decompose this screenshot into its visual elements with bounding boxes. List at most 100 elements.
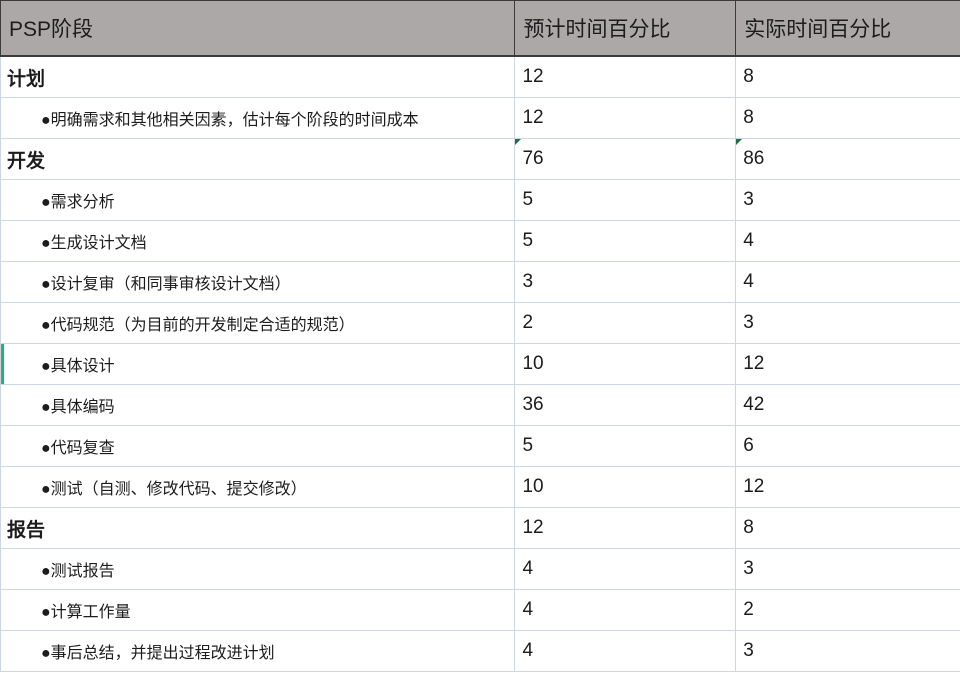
actual-percent-cell[interactable]: 8 bbox=[736, 508, 960, 548]
stage-cell-text: ●计算工作量 bbox=[41, 604, 131, 621]
actual-percent-cell-text: 4 bbox=[743, 271, 754, 292]
column-header-psp-stage[interactable]: PSP阶段 bbox=[1, 1, 516, 55]
table-row: ●事后总结，并提出过程改进计划 4 3 bbox=[0, 631, 960, 672]
actual-percent-cell[interactable]: 2 bbox=[736, 590, 960, 630]
stage-cell[interactable]: ●具体设计 bbox=[1, 344, 516, 384]
estimated-percent-cell[interactable]: 5 bbox=[515, 221, 737, 261]
estimated-percent-cell-text: 4 bbox=[522, 599, 534, 620]
estimated-percent-cell-text: 5 bbox=[522, 189, 534, 210]
table-row: ●明确需求和其他相关因素，估计每个阶段的时间成本 12 8 bbox=[0, 98, 960, 139]
estimated-percent-cell-text: 5 bbox=[522, 230, 534, 251]
estimated-percent-cell[interactable]: 76 bbox=[515, 139, 737, 179]
estimated-percent-cell-text: 36 bbox=[522, 394, 544, 415]
estimated-percent-cell[interactable]: 3 bbox=[515, 262, 737, 302]
stage-cell[interactable]: ●代码规范（为目前的开发制定合适的规范） bbox=[1, 303, 516, 343]
estimated-percent-cell[interactable]: 2 bbox=[515, 303, 737, 343]
actual-percent-cell[interactable]: 3 bbox=[736, 631, 960, 671]
estimated-percent-cell[interactable]: 10 bbox=[515, 344, 737, 384]
estimated-percent-cell[interactable]: 10 bbox=[515, 467, 737, 507]
actual-percent-cell-text: 3 bbox=[743, 640, 754, 661]
actual-percent-cell[interactable]: 4 bbox=[736, 262, 960, 302]
stage-cell[interactable]: 开发 bbox=[1, 139, 516, 179]
actual-percent-cell-text: 3 bbox=[743, 189, 754, 210]
actual-percent-cell-text: 2 bbox=[743, 599, 754, 620]
estimated-percent-cell[interactable]: 4 bbox=[515, 549, 737, 589]
actual-percent-cell-text: 12 bbox=[743, 353, 765, 374]
stage-cell[interactable]: ●计算工作量 bbox=[1, 590, 516, 630]
stage-cell-text: ●代码复查 bbox=[41, 440, 115, 457]
stage-cell[interactable]: ●明确需求和其他相关因素，估计每个阶段的时间成本 bbox=[1, 98, 516, 138]
stage-cell[interactable]: 报告 bbox=[1, 508, 516, 548]
actual-percent-cell[interactable]: 8 bbox=[736, 57, 960, 97]
stage-cell-text: ●设计复审（和同事审核设计文档） bbox=[41, 276, 291, 293]
estimated-percent-cell[interactable]: 12 bbox=[515, 98, 737, 138]
actual-percent-cell[interactable]: 3 bbox=[736, 303, 960, 343]
estimated-percent-cell-text: 12 bbox=[522, 517, 544, 538]
estimated-percent-cell[interactable]: 12 bbox=[515, 508, 737, 548]
estimated-percent-cell-text: 10 bbox=[522, 353, 544, 374]
actual-percent-cell-text: 6 bbox=[743, 435, 754, 456]
table-row: ●需求分析 5 3 bbox=[0, 180, 960, 221]
stage-cell-text: ●测试报告 bbox=[41, 563, 115, 580]
stage-cell[interactable]: ●需求分析 bbox=[1, 180, 516, 220]
actual-percent-cell-text: 86 bbox=[743, 148, 765, 169]
table-row: ●测试报告 4 3 bbox=[0, 549, 960, 590]
table-row: 报告 12 8 bbox=[0, 508, 960, 549]
actual-percent-cell[interactable]: 3 bbox=[736, 549, 960, 589]
actual-percent-cell[interactable]: 86 bbox=[736, 139, 960, 179]
table-row: ●代码复查 5 6 bbox=[0, 426, 960, 467]
actual-percent-cell-text: 3 bbox=[743, 558, 754, 579]
stage-cell-text: ●测试（自测、修改代码、提交修改） bbox=[41, 481, 307, 498]
actual-percent-cell[interactable]: 8 bbox=[736, 98, 960, 138]
estimated-percent-cell[interactable]: 5 bbox=[515, 180, 737, 220]
estimated-percent-cell-text: 3 bbox=[522, 271, 534, 292]
stage-cell[interactable]: ●生成设计文档 bbox=[1, 221, 516, 261]
table-row: 计划 12 8 bbox=[0, 57, 960, 98]
actual-percent-cell[interactable]: 4 bbox=[736, 221, 960, 261]
stage-cell[interactable]: ●测试报告 bbox=[1, 549, 516, 589]
estimated-percent-cell-text: 4 bbox=[522, 640, 534, 661]
stage-cell[interactable]: ●具体编码 bbox=[1, 385, 516, 425]
stage-cell[interactable]: ●测试（自测、修改代码、提交修改） bbox=[1, 467, 516, 507]
cell-note-flag-icon bbox=[736, 139, 743, 145]
table-row: ●设计复审（和同事审核设计文档） 3 4 bbox=[0, 262, 960, 303]
table-row: ●计算工作量 4 2 bbox=[0, 590, 960, 631]
stage-cell-text: ●代码规范（为目前的开发制定合适的规范） bbox=[41, 317, 355, 334]
estimated-percent-cell[interactable]: 12 bbox=[515, 57, 737, 97]
actual-percent-cell[interactable]: 6 bbox=[736, 426, 960, 466]
actual-percent-cell-text: 8 bbox=[743, 66, 754, 87]
estimated-percent-cell-text: 2 bbox=[522, 312, 534, 333]
stage-cell[interactable]: ●事后总结，并提出过程改进计划 bbox=[1, 631, 516, 671]
estimated-percent-cell[interactable]: 4 bbox=[515, 631, 737, 671]
stage-cell[interactable]: 计划 bbox=[1, 57, 516, 97]
row-selection-indicator bbox=[1, 344, 4, 384]
table-row: ●具体设计 10 12 bbox=[0, 344, 960, 385]
actual-percent-cell[interactable]: 42 bbox=[736, 385, 960, 425]
column-header-estimated-time-percent[interactable]: 预计时间百分比 bbox=[515, 1, 737, 55]
table-row: ●生成设计文档 5 4 bbox=[0, 221, 960, 262]
stage-cell-text: ●事后总结，并提出过程改进计划 bbox=[41, 645, 275, 662]
estimated-percent-cell-text: 12 bbox=[522, 107, 544, 128]
actual-percent-cell[interactable]: 3 bbox=[736, 180, 960, 220]
estimated-percent-cell-text: 5 bbox=[522, 435, 534, 456]
column-header-actual-time-percent[interactable]: 实际时间百分比 bbox=[744, 18, 892, 41]
estimated-percent-cell-text: 4 bbox=[522, 558, 534, 579]
table-row: ●测试（自测、修改代码、提交修改） 10 12 bbox=[0, 467, 960, 508]
stage-cell-text: ●具体编码 bbox=[41, 399, 115, 416]
estimated-percent-cell-text: 10 bbox=[522, 476, 544, 497]
stage-cell-text: ●生成设计文档 bbox=[41, 235, 147, 252]
actual-percent-cell-text: 12 bbox=[743, 476, 765, 497]
estimated-percent-cell[interactable]: 4 bbox=[515, 590, 737, 630]
stage-cell[interactable]: ●设计复审（和同事审核设计文档） bbox=[1, 262, 516, 302]
actual-percent-cell-text: 8 bbox=[743, 107, 754, 128]
stage-cell[interactable]: ●代码复查 bbox=[1, 426, 516, 466]
estimated-percent-cell[interactable]: 5 bbox=[515, 426, 737, 466]
actual-percent-cell-text: 8 bbox=[743, 517, 754, 538]
actual-percent-cell[interactable]: 12 bbox=[736, 467, 960, 507]
estimated-percent-cell[interactable]: 36 bbox=[515, 385, 737, 425]
stage-cell-text: 计划 bbox=[7, 68, 46, 90]
table-header-row: PSP阶段 预计时间百分比 实际时间百分比 bbox=[0, 1, 960, 57]
actual-percent-cell[interactable]: 12 bbox=[736, 344, 960, 384]
estimated-percent-cell-text: 76 bbox=[522, 148, 544, 169]
stage-cell-text: ●明确需求和其他相关因素，估计每个阶段的时间成本 bbox=[41, 112, 419, 129]
